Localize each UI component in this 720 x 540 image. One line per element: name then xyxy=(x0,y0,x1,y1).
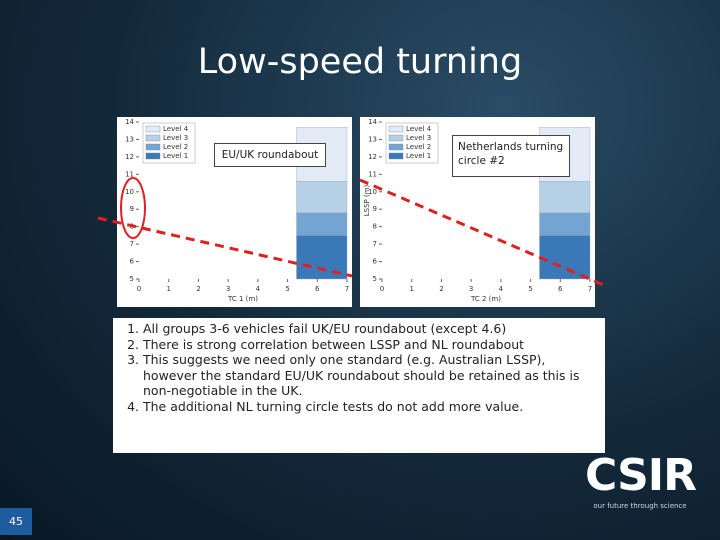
legend-swatch xyxy=(388,143,404,151)
x-tick-label: 3 xyxy=(226,285,230,293)
legend-swatch xyxy=(145,134,161,142)
y-tick-label: 5 xyxy=(130,275,134,283)
callout-text: Netherlands turning circle #2 xyxy=(452,135,570,177)
y-tick-label: 5 xyxy=(373,275,377,283)
logo-tagline: our future through science xyxy=(593,502,687,510)
logo-name: CSIR xyxy=(585,450,697,501)
x-tick-label: 0 xyxy=(137,285,141,293)
legend-swatch xyxy=(388,125,404,133)
y-tick-label: 11 xyxy=(368,170,377,178)
legend-swatch xyxy=(388,134,404,142)
x-tick-label: 3 xyxy=(469,285,473,293)
x-tick-label: 5 xyxy=(528,285,532,293)
list-item: All groups 3-6 vehicles fail UK/EU round… xyxy=(143,321,597,337)
logo: CSIR our future through science xyxy=(585,450,697,510)
x-tick-label: 4 xyxy=(499,285,504,293)
y-axis-label: LSSP (m) xyxy=(363,184,371,216)
level-band xyxy=(539,235,591,280)
y-tick-label: 10 xyxy=(368,188,377,196)
legend-swatch xyxy=(145,125,161,133)
level-band xyxy=(539,181,591,213)
legend-label: Level 3 xyxy=(406,134,431,142)
y-tick-label: 12 xyxy=(125,153,134,161)
y-tick-label: 9 xyxy=(373,205,377,213)
y-tick-label: 13 xyxy=(125,135,134,143)
y-tick-label: 14 xyxy=(125,118,134,126)
y-tick-label: 6 xyxy=(373,258,378,266)
y-tick-label: 7 xyxy=(373,240,377,248)
legend-label: Level 2 xyxy=(163,143,188,151)
x-tick-label: 7 xyxy=(345,285,349,293)
list-item: There is strong correlation between LSSP… xyxy=(143,337,597,353)
legend-swatch xyxy=(145,152,161,160)
legend-label: Level 1 xyxy=(406,152,431,160)
x-tick-label: 4 xyxy=(256,285,261,293)
y-tick-label: 6 xyxy=(130,258,135,266)
legend-label: Level 3 xyxy=(163,134,188,142)
list-item: This suggests we need only one standard … xyxy=(143,352,597,399)
x-tick-label: 1 xyxy=(409,285,413,293)
x-tick-label: 2 xyxy=(439,285,443,293)
page-number: 45 xyxy=(0,508,32,535)
y-tick-label: 11 xyxy=(125,170,134,178)
legend-label: Level 4 xyxy=(406,125,432,133)
y-tick-label: 12 xyxy=(368,153,377,161)
x-tick-label: 0 xyxy=(380,285,384,293)
y-tick-label: 9 xyxy=(130,205,134,213)
legend-swatch xyxy=(145,143,161,151)
list-item: The additional NL turning circle tests d… xyxy=(143,399,597,415)
y-tick-label: 7 xyxy=(130,240,134,248)
legend-label: Level 2 xyxy=(406,143,431,151)
trend-line xyxy=(97,216,353,278)
callout: Netherlands turning circle #2 xyxy=(452,135,570,177)
callout: EU/UK roundabout xyxy=(214,143,326,167)
y-tick-label: 8 xyxy=(373,223,377,231)
y-tick-label: 10 xyxy=(125,188,134,196)
x-tick-label: 7 xyxy=(588,285,592,293)
y-tick-label: 13 xyxy=(368,135,377,143)
x-tick-label: 2 xyxy=(196,285,200,293)
x-tick-label: 6 xyxy=(558,285,563,293)
legend-label: Level 4 xyxy=(163,125,189,133)
callout-text: EU/UK roundabout xyxy=(214,143,326,167)
highlight-ellipse xyxy=(120,177,146,239)
y-tick-label: 14 xyxy=(368,118,377,126)
legend-swatch xyxy=(388,152,404,160)
list: All groups 3-6 vehicles fail UK/EU round… xyxy=(113,321,597,414)
text-box: All groups 3-6 vehicles fail UK/EU round… xyxy=(113,318,605,453)
x-tick-label: 1 xyxy=(166,285,170,293)
x-axis-label: TC 1 (m) xyxy=(227,295,258,303)
x-tick-label: 5 xyxy=(285,285,289,293)
level-band xyxy=(296,181,348,213)
x-axis-label: TC 2 (m) xyxy=(470,295,501,303)
trend-line xyxy=(359,178,607,288)
legend-label: Level 1 xyxy=(163,152,188,160)
slide-title: Low-speed turning xyxy=(197,42,523,82)
x-tick-label: 6 xyxy=(315,285,320,293)
